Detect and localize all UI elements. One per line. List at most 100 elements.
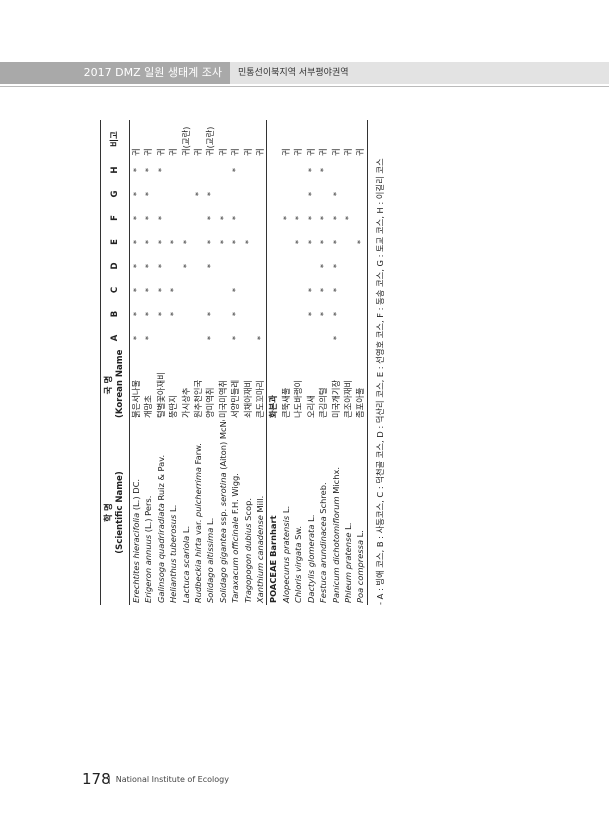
- name-part: Tragopogon dubius: [242, 523, 253, 603]
- site-cell: *: [204, 302, 216, 326]
- table-row: Tragopogon dubius Scop. 쇠채아재비 * 귀: [242, 120, 254, 605]
- empty-cell: [266, 120, 280, 350]
- korean-name: 서양민들레: [230, 379, 241, 418]
- korean-name: 큰도꼬마리: [255, 379, 266, 418]
- site-cell: *: [330, 206, 342, 230]
- site-cell: [254, 158, 267, 182]
- site-cell: [292, 158, 304, 182]
- site-cell: [155, 326, 167, 350]
- korean-name: 개망초: [143, 395, 154, 418]
- site-cell: *: [204, 254, 216, 278]
- scientific-name: Galinsoga quadriradiata Ruiz & Pav.: [155, 420, 167, 605]
- note: 귀: [354, 120, 368, 158]
- occurrence-mark: *: [305, 239, 316, 245]
- site-cell: [192, 278, 204, 302]
- site-cell: [217, 278, 229, 302]
- scientific-name: Solidago altissima L.: [204, 420, 216, 605]
- site-cell: [317, 326, 329, 350]
- occurrence-mark: *: [342, 215, 353, 221]
- site-cell: *: [292, 206, 304, 230]
- site-cell: [217, 254, 229, 278]
- site-cell: *: [229, 302, 241, 326]
- occurrence-mark: *: [143, 239, 154, 245]
- name-part: Xanthium canadense: [255, 515, 266, 603]
- table-row: Solidago altissima L. 양미역취 * * * * * * 귀(교란): [204, 120, 216, 605]
- korean-name: 원추천인국: [193, 379, 204, 418]
- occurrence-mark: *: [330, 311, 341, 317]
- site-cell: [254, 206, 267, 230]
- occurrence-mark: *: [155, 311, 166, 317]
- occurrence-mark: *: [143, 167, 154, 173]
- note-header: 비고: [100, 120, 130, 158]
- site-cell: *: [130, 182, 143, 206]
- occurrence-mark: *: [293, 239, 304, 245]
- korean-name: 가시상추: [180, 387, 191, 418]
- region-title: 민통선이북지역 서부평야권역: [238, 68, 349, 78]
- occurrence-mark: *: [180, 263, 191, 269]
- occurrence-mark: *: [230, 335, 241, 341]
- site-cell: [254, 182, 267, 206]
- site-cell: [342, 302, 354, 326]
- site-cell: [167, 158, 179, 182]
- site-cell: [192, 254, 204, 278]
- occurrence-mark: *: [242, 239, 253, 245]
- korean-name: 좀포아풀: [354, 350, 368, 420]
- site-cell: *: [142, 278, 154, 302]
- site-cell: [167, 206, 179, 230]
- occurrence-mark: *: [131, 311, 141, 317]
- note: 귀: [318, 148, 329, 156]
- site-cell: [354, 302, 368, 326]
- publisher: | National Institute of Ecology: [108, 775, 229, 784]
- occurrence-mark: *: [305, 215, 316, 221]
- site-cell: *: [180, 230, 192, 254]
- scientific-name: Erigeron annuus (L.) Pers.: [142, 420, 154, 605]
- occurrence-mark: *: [168, 239, 179, 245]
- table-row: Solidago gigantea ssp. serotina (Aiton) …: [217, 120, 229, 605]
- site-cell: [192, 158, 204, 182]
- site-header: A: [100, 326, 130, 350]
- note: 귀(교란): [180, 126, 191, 156]
- occurrence-mark: *: [330, 215, 341, 221]
- survey-title: 2017 DMZ 일원 생태계 조사: [0, 62, 230, 84]
- scientific-name: Erechtites hieracifolia (L.) DC.: [130, 420, 143, 605]
- occurrence-mark: *: [131, 167, 141, 173]
- site-cell: [354, 254, 368, 278]
- name-part: L.: [205, 517, 216, 528]
- site-cell: *: [330, 302, 342, 326]
- separator: |: [108, 775, 116, 784]
- name-part: Dactylis glomerata: [305, 524, 316, 603]
- site-cell: *: [130, 230, 143, 254]
- site-cell: *: [305, 182, 317, 206]
- name-part: Taraxacum officinale: [230, 516, 241, 603]
- occurrence-mark: *: [155, 263, 166, 269]
- name-part: L.: [280, 505, 291, 516]
- site-cell: *: [317, 158, 329, 182]
- scientific-name: Dactylis glomerata L.: [305, 420, 317, 605]
- scientific-name: Helianthus tuberosus L.: [167, 420, 179, 605]
- site-cell: [280, 254, 292, 278]
- occurrence-mark: *: [330, 263, 341, 269]
- name-part: Ruiz & Pav.: [155, 454, 166, 504]
- korean-name: 큰뚝새풀: [280, 387, 291, 418]
- site-cell: [292, 182, 304, 206]
- occurrence-mark: *: [193, 191, 204, 197]
- site-cell: *: [130, 206, 143, 230]
- name-part: serotina: [217, 472, 228, 507]
- site-cell: *: [317, 302, 329, 326]
- occurrence-mark: *: [131, 287, 141, 293]
- occurrence-mark: *: [205, 239, 216, 245]
- site-cell: [204, 158, 216, 182]
- name-part: L.: [180, 525, 191, 536]
- occurrence-mark: *: [330, 191, 341, 197]
- site-cell: [354, 206, 368, 230]
- occurrence-mark: *: [131, 215, 141, 221]
- name-part: ssp.: [217, 506, 228, 529]
- site-cell: [180, 278, 192, 302]
- korean-name: 오리새: [305, 395, 316, 418]
- korean-name: 미국미역취: [217, 379, 228, 418]
- site-cell: *: [204, 206, 216, 230]
- table-row: Festuca arundinacea Schreb. 큰김의털 * * * * * * 귀: [317, 120, 329, 605]
- occurrence-mark: *: [205, 191, 216, 197]
- occurrence-mark: *: [131, 335, 141, 341]
